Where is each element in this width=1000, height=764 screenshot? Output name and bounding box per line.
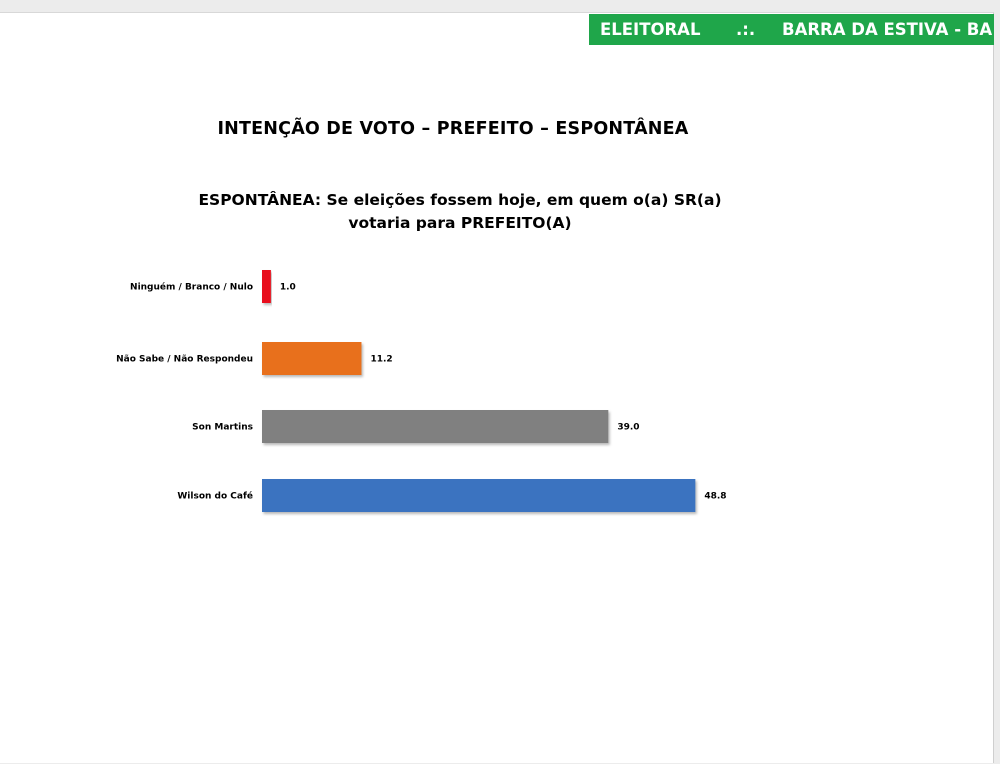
bar-son-martins [262, 410, 609, 443]
header-separator: .:. [736, 20, 756, 39]
bar-group-son-martins: Son Martins 39.0 [192, 410, 640, 443]
bar-group-wilson-do-cafe: Wilson do Café 48.8 [177, 479, 727, 512]
bar-group-nao-sabe-nao-respondeu: Não Sabe / Não Respondeu 11.2 [116, 342, 393, 375]
page-title: INTENÇÃO DE VOTO – PREFEITO – ESPONTÂNEA [217, 119, 689, 139]
bar-ninguem-branco-nulo [262, 270, 271, 303]
question-line-1: ESPONTÂNEA: Se eleições fossem hoje, em … [198, 191, 722, 209]
question-line-2: votaria para PREFEITO(A) [348, 214, 572, 232]
value-label-son-martins: 39.0 [617, 423, 639, 433]
category-label-nao-sabe-nao-respondeu: Não Sabe / Não Respondeu [116, 355, 253, 365]
bar-wilson-do-cafe [262, 479, 696, 512]
bar-nao-sabe-nao-respondeu [262, 342, 362, 375]
slide-canvas: ELEITORAL .:. BARRA DA ESTIVA - BA INTEN… [0, 12, 994, 763]
header-category: ELEITORAL [600, 20, 701, 39]
value-label-ninguem-branco-nulo: 1.0 [280, 283, 296, 293]
question-text: ESPONTÂNEA: Se eleições fossem hoje, em … [0, 189, 920, 235]
value-label-nao-sabe-nao-respondeu: 11.2 [370, 355, 392, 365]
category-label-son-martins: Son Martins [192, 423, 253, 433]
category-label-ninguem-branco-nulo: Ninguém / Branco / Nulo [130, 282, 253, 293]
category-label-wilson-do-cafe: Wilson do Café [177, 491, 253, 502]
bar-chart: Ninguém / Branco / Nulo 1.0 Não Sabe / Não… [116, 270, 727, 512]
header-bar: ELEITORAL .:. BARRA DA ESTIVA - BA [589, 14, 994, 45]
header-location: BARRA DA ESTIVA - BA [782, 20, 993, 39]
bar-group-ninguem-branco-nulo: Ninguém / Branco / Nulo 1.0 [130, 270, 296, 303]
value-label-wilson-do-cafe: 48.8 [704, 492, 726, 502]
